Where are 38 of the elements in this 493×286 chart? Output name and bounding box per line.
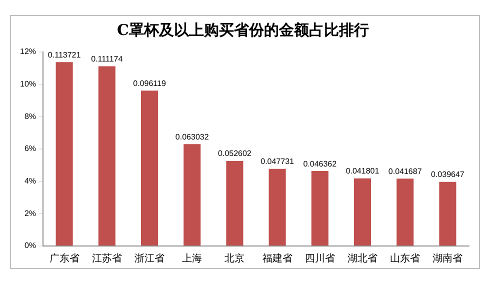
x-tick-label: 湖南省	[432, 252, 463, 265]
bar	[98, 66, 116, 246]
y-tick-label: 0%	[24, 241, 36, 250]
bar	[184, 144, 201, 246]
data-label: 0.039647	[431, 170, 465, 180]
data-label: 0.096119	[133, 78, 166, 88]
x-tick-label: 四川省	[304, 252, 335, 265]
x-tick-label: 湖北省	[348, 252, 378, 265]
data-label: 0.041801	[346, 166, 380, 176]
chart-title: C罩杯及以上购买省份的金额占比排行	[117, 20, 369, 39]
x-tick-label: 上海	[182, 252, 202, 265]
bar	[226, 160, 244, 246]
y-tick-label: 4%	[24, 176, 36, 186]
data-label: 0.046362	[303, 159, 338, 168]
x-tick-label: 山东省	[390, 252, 420, 265]
bar	[396, 178, 414, 246]
x-tick-label: 广东省	[49, 252, 80, 265]
y-tick-label: 8%	[24, 112, 36, 121]
y-tick-label: 6%	[24, 144, 36, 154]
data-label: 0.063032	[175, 132, 210, 142]
bar	[140, 90, 158, 246]
x-tick-label: 浙江省	[134, 252, 165, 265]
data-label: 0.111174	[91, 54, 124, 64]
data-label: 0.113721	[48, 50, 82, 60]
x-tick-label: 福建省	[262, 252, 292, 265]
data-label: 0.047731	[260, 157, 295, 166]
bar	[311, 171, 328, 246]
y-tick-label: 2%	[24, 208, 36, 218]
bar	[439, 182, 456, 246]
bar	[354, 178, 372, 246]
x-tick-label: 江苏省	[92, 252, 122, 265]
bar	[56, 62, 73, 246]
x-tick-label: 北京	[224, 252, 245, 265]
y-tick-label: 10%	[20, 80, 36, 89]
data-label: 0.052602	[218, 149, 252, 158]
data-label: 0.041687	[388, 166, 422, 176]
bar	[268, 168, 286, 246]
y-tick-label: 12%	[20, 47, 36, 56]
